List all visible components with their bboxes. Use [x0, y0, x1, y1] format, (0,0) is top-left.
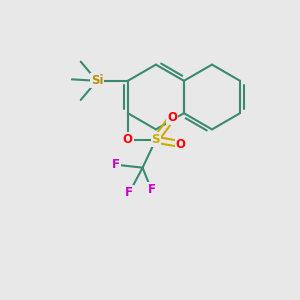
Text: O: O [123, 133, 133, 146]
Text: F: F [125, 186, 133, 199]
Text: F: F [112, 158, 120, 171]
Text: F: F [147, 183, 155, 196]
Text: Si: Si [91, 74, 103, 87]
Text: S: S [152, 133, 160, 146]
Text: O: O [176, 138, 186, 151]
Text: O: O [167, 111, 177, 124]
